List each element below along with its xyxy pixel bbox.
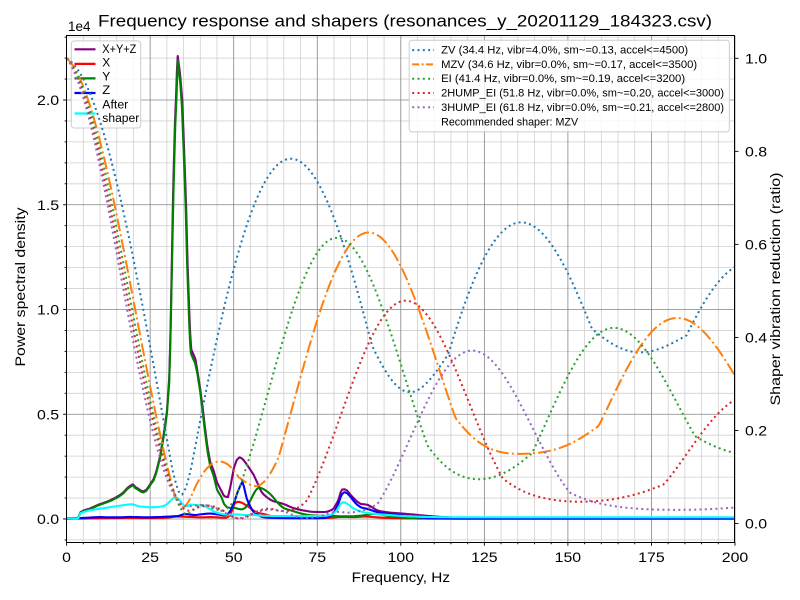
svg-text:1.0: 1.0 xyxy=(745,50,767,66)
svg-text:0.8: 0.8 xyxy=(745,143,767,159)
svg-text:0: 0 xyxy=(62,549,71,565)
svg-text:1.0: 1.0 xyxy=(37,302,59,318)
svg-text:Power spectral density: Power spectral density xyxy=(12,207,28,366)
svg-text:1.5: 1.5 xyxy=(37,197,59,213)
svg-text:Shaper vibration reduction (ra: Shaper vibration reduction (ratio) xyxy=(767,173,783,406)
svg-text:X+Y+Z: X+Y+Z xyxy=(102,42,136,56)
svg-text:100: 100 xyxy=(388,549,415,565)
svg-text:Y: Y xyxy=(102,69,110,83)
svg-text:150: 150 xyxy=(555,549,582,565)
svg-text:25: 25 xyxy=(141,549,159,565)
svg-text:Frequency response and shapers: Frequency response and shapers (resonanc… xyxy=(98,12,712,31)
svg-text:After: After xyxy=(102,97,128,111)
svg-text:X: X xyxy=(102,56,110,70)
svg-text:125: 125 xyxy=(471,549,498,565)
svg-text:50: 50 xyxy=(225,549,243,565)
svg-text:0.0: 0.0 xyxy=(745,516,767,532)
svg-text:0.6: 0.6 xyxy=(745,236,767,252)
svg-text:MZV (34.6 Hz, vibr=0.0%, sm~=0: MZV (34.6 Hz, vibr=0.0%, sm~=0.17, accel… xyxy=(441,59,697,71)
svg-text:2.0: 2.0 xyxy=(37,92,59,108)
svg-text:Recommended shaper: MZV: Recommended shaper: MZV xyxy=(441,116,579,128)
svg-text:shaper: shaper xyxy=(102,111,139,125)
svg-text:2HUMP_EI (51.8 Hz, vibr=0.0%,: 2HUMP_EI (51.8 Hz, vibr=0.0%, sm~=0.20, … xyxy=(441,88,724,100)
svg-text:0.0: 0.0 xyxy=(37,511,59,527)
svg-text:ZV (34.4 Hz, vibr=4.0%, sm~=0.: ZV (34.4 Hz, vibr=4.0%, sm~=0.13, accel<… xyxy=(441,45,688,57)
svg-text:0.4: 0.4 xyxy=(745,330,767,346)
svg-text:175: 175 xyxy=(638,549,665,565)
svg-text:EI (41.4 Hz, vibr=0.0%, sm~=0.: EI (41.4 Hz, vibr=0.0%, sm~=0.19, accel<… xyxy=(441,73,685,85)
svg-text:200: 200 xyxy=(722,549,749,565)
svg-text:Frequency, Hz: Frequency, Hz xyxy=(352,569,450,585)
svg-text:1e4: 1e4 xyxy=(68,18,91,34)
svg-text:0.2: 0.2 xyxy=(745,423,767,439)
svg-text:75: 75 xyxy=(308,549,326,565)
svg-text:0.5: 0.5 xyxy=(37,406,59,422)
svg-text:Z: Z xyxy=(102,83,111,97)
svg-text:3HUMP_EI (61.8 Hz, vibr=0.0%,: 3HUMP_EI (61.8 Hz, vibr=0.0%, sm~=0.21, … xyxy=(441,102,724,114)
